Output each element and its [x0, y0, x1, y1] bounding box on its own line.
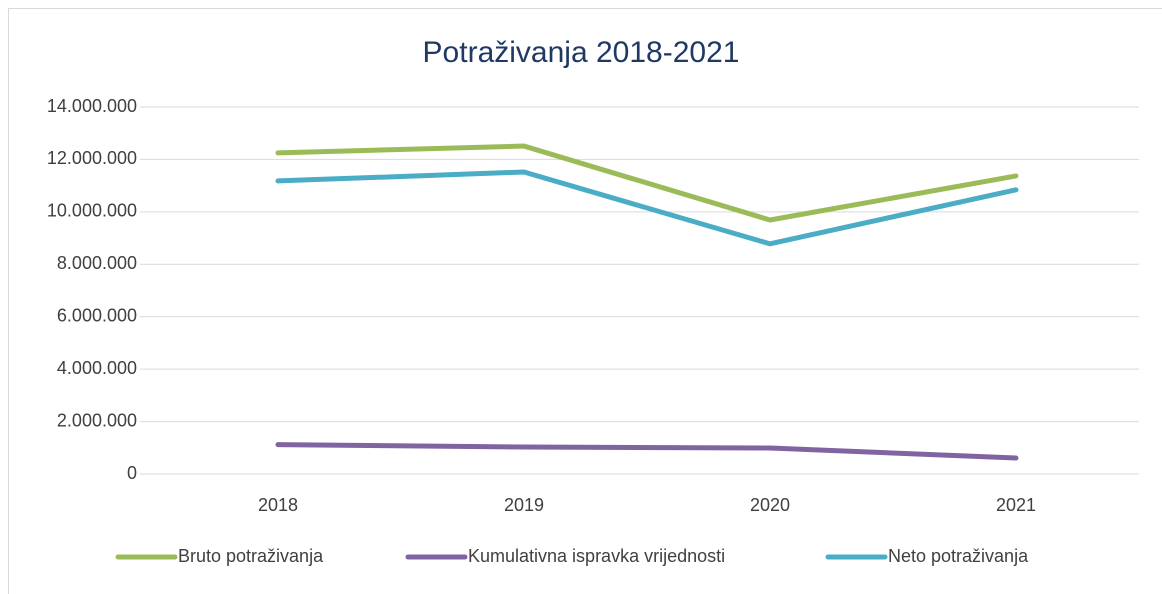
y-tick-label: 12.000.000 [47, 148, 137, 168]
y-tick-label: 4.000.000 [57, 358, 137, 378]
chart-frame [8, 8, 1162, 594]
x-tick-label: 2020 [750, 495, 790, 515]
y-tick-label: 8.000.000 [57, 253, 137, 273]
legend-label: Neto potraživanja [888, 546, 1029, 566]
x-tick-label: 2018 [258, 495, 298, 515]
series-line [275, 169, 1019, 247]
chart-title: Potraživanja 2018-2021 [423, 36, 740, 69]
legend-label: Kumulativna ispravka vrijednosti [468, 546, 725, 566]
y-tick-label: 14.000.000 [47, 96, 137, 116]
y-tick-label: 2.000.000 [57, 410, 137, 430]
y-tick-label: 0 [127, 463, 137, 483]
series-line [275, 143, 1019, 223]
y-tick-label: 6.000.000 [57, 305, 137, 325]
x-tick-label: 2021 [996, 495, 1036, 515]
y-tick-label: 10.000.000 [47, 201, 137, 221]
series-line [275, 442, 1019, 461]
x-tick-label: 2019 [504, 495, 544, 515]
legend-label: Bruto potraživanja [178, 546, 324, 566]
